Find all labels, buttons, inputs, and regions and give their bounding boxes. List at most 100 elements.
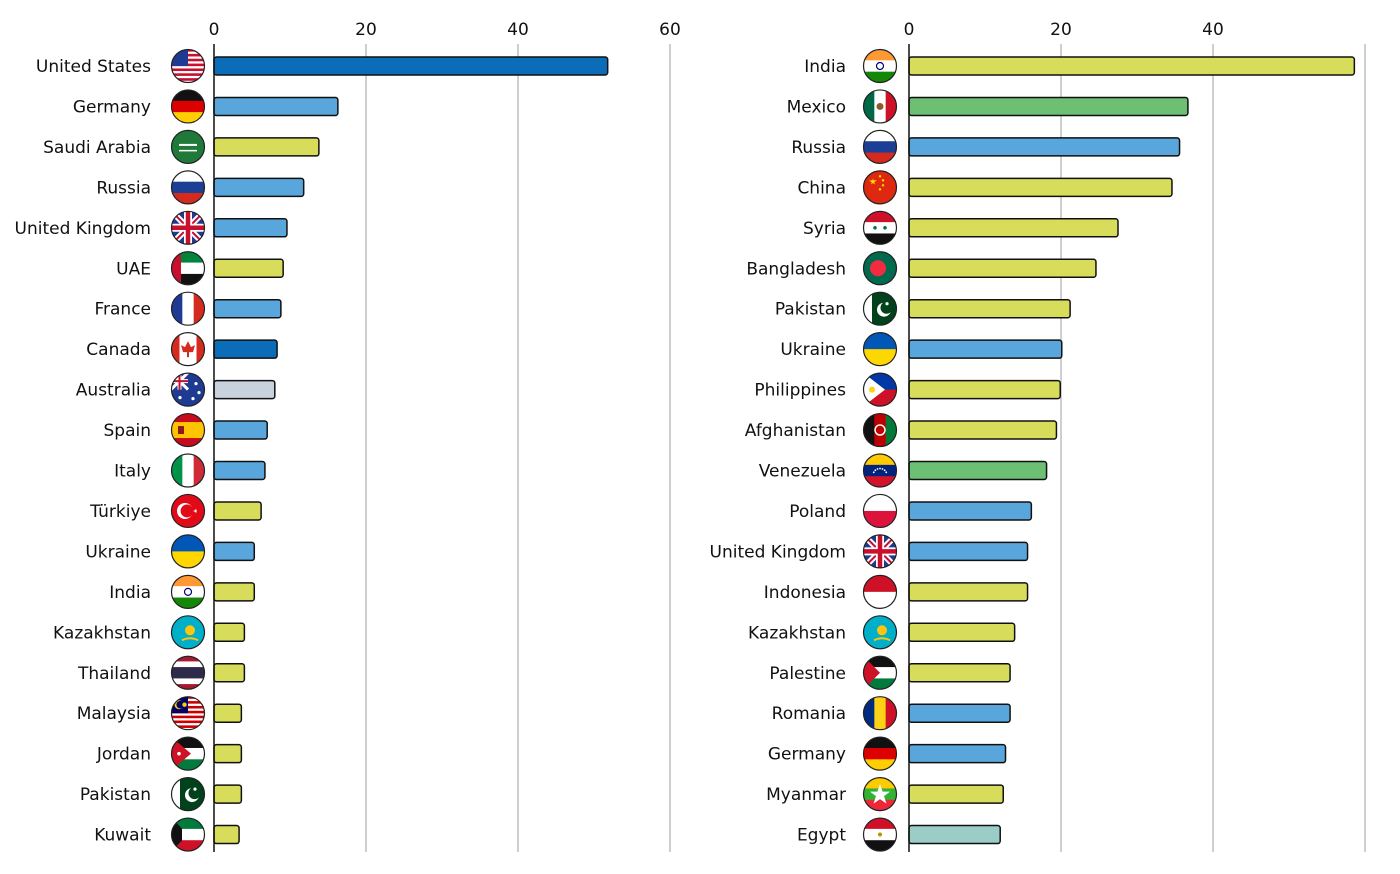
category-label-philippines: Philippines	[754, 381, 846, 401]
bar-germany	[213, 96, 339, 117]
bar-united-states	[213, 56, 609, 76]
mexico-flag-icon	[862, 89, 898, 124]
bar-saudi-arabia	[213, 137, 320, 157]
category-label-australia: Australia	[76, 381, 151, 401]
x-tick-label-0: 0	[209, 20, 220, 40]
ukraine-flag-icon	[862, 332, 898, 367]
egypt-flag-icon	[862, 817, 898, 852]
category-label-venezuela: Venezuela	[759, 462, 846, 482]
thailand-flag-icon	[170, 655, 206, 690]
category-label-germany: Germany	[768, 745, 846, 765]
india-flag-icon	[170, 574, 206, 609]
germany-flag-icon	[862, 736, 898, 771]
category-label-mexico: Mexico	[787, 97, 846, 117]
bar-india	[908, 56, 1356, 76]
category-label-united-states: United States	[36, 57, 151, 77]
category-label-thailand: Thailand	[77, 664, 151, 684]
bar-russia	[908, 137, 1181, 157]
uae-flag-icon	[170, 251, 206, 286]
bar-uae	[213, 258, 284, 278]
category-label-palestine: Palestine	[769, 664, 846, 684]
bar-kuwait	[213, 824, 240, 845]
turkiye-flag-icon	[170, 493, 206, 529]
left-bar-chart: 0 20 40 60 United States Germany Saudi Arabia R…	[15, 20, 681, 852]
bar-russia	[213, 177, 305, 198]
category-label-france: France	[94, 300, 151, 320]
malaysia-flag-icon	[170, 696, 206, 731]
bar-pakistan	[213, 784, 243, 804]
poland-flag-icon	[862, 493, 898, 529]
category-label-russia: Russia	[791, 138, 846, 158]
x-tick-label-60: 60	[659, 20, 681, 40]
bar-canada	[213, 339, 278, 359]
bar-palestine	[908, 663, 1011, 683]
right-bar-chart: 0 20 40 India Mexico Russia China Syria Banglade…	[710, 20, 1366, 852]
x-tick-label-40: 40	[507, 20, 529, 40]
indonesia-flag-icon	[862, 574, 898, 609]
bar-afghanistan	[908, 420, 1058, 440]
category-label-russia: Russia	[96, 178, 151, 198]
italy-flag-icon	[170, 453, 206, 488]
ukraine-flag-icon	[170, 534, 206, 569]
venezuela-flag-icon	[862, 453, 898, 488]
jordan-flag-icon	[170, 736, 206, 771]
category-label-ukraine: Ukraine	[85, 542, 151, 562]
category-label-egypt: Egypt	[797, 826, 846, 846]
x-tick-label-20: 20	[355, 20, 377, 40]
bar-united-kingdom	[908, 541, 1029, 562]
bar-germany	[908, 743, 1007, 764]
category-label-spain: Spain	[104, 421, 152, 441]
bar-thailand	[213, 663, 246, 683]
category-label-kuwait: Kuwait	[94, 826, 151, 846]
bar-egypt	[908, 824, 1001, 845]
bar-philippines	[908, 379, 1061, 400]
saudi-arabia-flag-icon	[170, 129, 206, 164]
category-label-united-kingdom: United Kingdom	[710, 542, 846, 562]
category-label-indonesia: Indonesia	[764, 583, 846, 603]
bar-mexico	[908, 96, 1189, 117]
bar-jordan	[213, 743, 243, 764]
category-label-poland: Poland	[789, 502, 846, 522]
pakistan-flag-icon	[862, 291, 898, 326]
category-label-kazakhstan: Kazakhstan	[748, 623, 846, 643]
bar-australia	[213, 379, 276, 400]
category-label-myanmar: Myanmar	[766, 785, 846, 805]
bar-syria	[908, 218, 1119, 238]
category-label-uae: UAE	[116, 259, 151, 279]
romania-flag-icon	[862, 696, 898, 731]
category-label-turkiye: Türkiye	[89, 502, 151, 522]
bar-pakistan	[908, 298, 1071, 319]
category-label-china: China	[797, 178, 846, 198]
bar-bangladesh	[908, 258, 1097, 278]
china-flag-icon	[862, 170, 898, 205]
france-flag-icon	[170, 291, 206, 326]
russia-flag-icon	[862, 129, 898, 164]
bar-kazakhstan	[213, 622, 246, 643]
bar-italy	[213, 460, 266, 481]
category-label-syria: Syria	[803, 219, 846, 239]
india-flag-icon	[862, 48, 898, 84]
bangladesh-flag-icon	[862, 251, 898, 286]
x-tick-label-0: 0	[904, 20, 915, 40]
category-label-romania: Romania	[772, 704, 846, 724]
bar-poland	[908, 501, 1033, 521]
afghanistan-flag-icon	[862, 412, 898, 448]
bar-spain	[213, 420, 268, 440]
bar-venezuela	[908, 460, 1048, 481]
bar-united-kingdom	[213, 218, 288, 238]
palestine-flag-icon	[862, 655, 898, 690]
bar-india	[213, 582, 256, 602]
category-label-united-kingdom: United Kingdom	[15, 219, 151, 239]
canada-flag-icon	[170, 332, 206, 367]
spain-flag-icon	[170, 412, 206, 448]
australia-flag-icon	[170, 372, 206, 407]
x-tick-label-40: 40	[1202, 20, 1224, 40]
bar-ukraine	[213, 541, 256, 562]
bar-myanmar	[908, 784, 1004, 804]
category-label-germany: Germany	[73, 97, 151, 117]
bar-france	[213, 298, 282, 319]
bar-romania	[908, 703, 1011, 723]
category-label-india: India	[109, 583, 151, 603]
bar-turkiye	[213, 501, 262, 521]
uk-flag-icon	[862, 534, 898, 569]
